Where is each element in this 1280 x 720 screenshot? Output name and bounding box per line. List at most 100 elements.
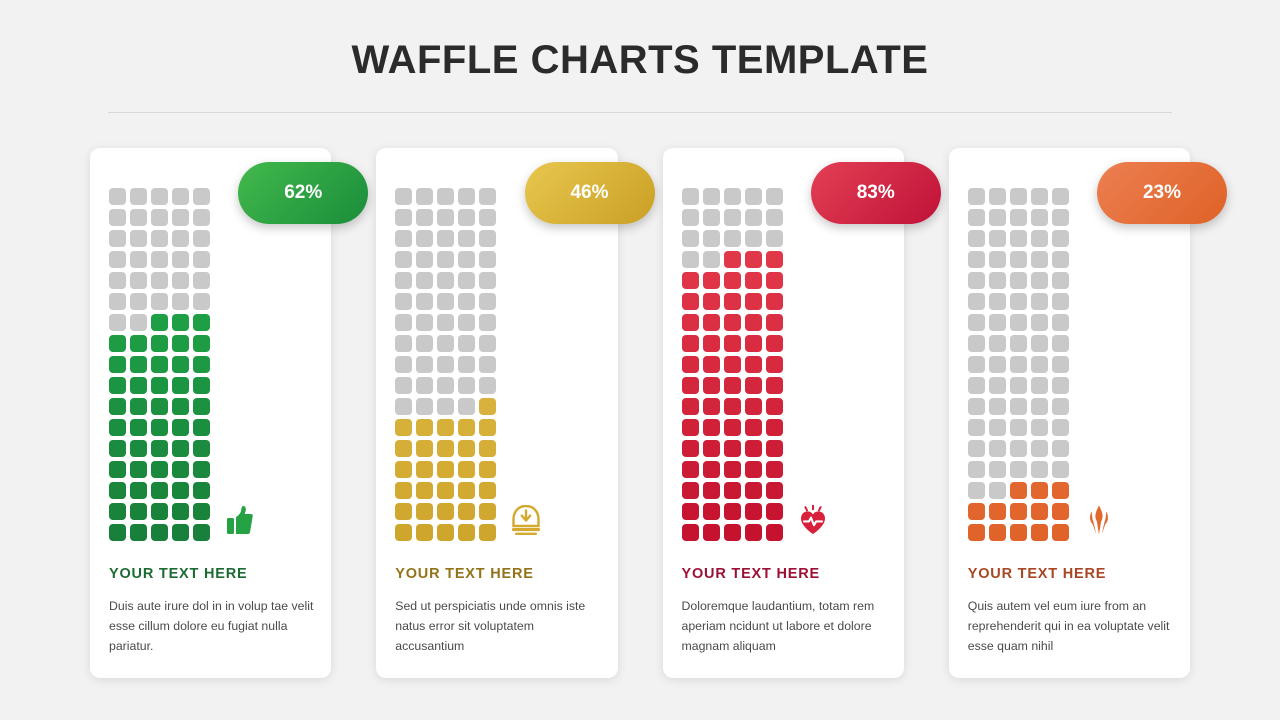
waffle-cell-empty	[395, 314, 413, 331]
flame-icon-wrapper	[1082, 501, 1116, 535]
waffle-cell-empty	[458, 356, 476, 373]
waffle-cell-filled	[744, 440, 762, 457]
waffle-cell-filled	[416, 482, 434, 499]
waffle-cell-filled	[395, 482, 413, 499]
waffle-cell-filled	[416, 524, 434, 541]
waffle-cell-filled	[702, 272, 720, 289]
waffle-cell-filled	[1030, 524, 1048, 541]
waffle-cell-empty	[702, 188, 720, 205]
waffle-cell-empty	[1051, 209, 1069, 226]
card-body-text: Quis autem vel eum iure from an reprehen…	[967, 599, 1170, 653]
heart-pulse-icon	[800, 505, 825, 534]
waffle-cell-empty	[988, 251, 1006, 268]
waffle-cell-empty	[1009, 251, 1027, 268]
waffle-cell-empty	[988, 377, 1006, 394]
waffle-cell-empty	[967, 419, 985, 436]
waffle-cell-empty	[1030, 314, 1048, 331]
waffle-cell-empty	[988, 230, 1006, 247]
waffle-cell-empty	[988, 335, 1006, 352]
waffle-cell-empty	[988, 398, 1006, 415]
waffle-cell-filled	[723, 398, 741, 415]
waffle-cell-empty	[967, 482, 985, 499]
waffle-cell-empty	[437, 188, 455, 205]
waffle-cell-empty	[702, 230, 720, 247]
percent-badge[interactable]: 62%	[238, 162, 369, 224]
waffle-cell-empty	[416, 335, 434, 352]
waffle-cell-filled	[988, 524, 1006, 541]
waffle-cell-filled	[109, 503, 126, 520]
waffle-cell-filled	[109, 524, 126, 541]
waffle-cell-empty	[967, 188, 985, 205]
waffle-cell-filled	[193, 356, 210, 373]
waffle-cell-empty	[130, 272, 147, 289]
waffle-cell-filled	[479, 524, 497, 541]
waffle-cell-empty	[130, 251, 147, 268]
waffle-cell-filled	[109, 335, 126, 352]
waffle-cell-empty	[437, 230, 455, 247]
waffle-cell-empty	[395, 251, 413, 268]
waffle-cell-filled	[109, 482, 126, 499]
waffle-cell-empty	[458, 251, 476, 268]
waffle-cell-empty	[416, 209, 434, 226]
waffle-cell-filled	[967, 524, 985, 541]
waffle-cell-filled	[130, 524, 147, 541]
waffle-cell-empty	[765, 230, 783, 247]
waffle-cell-empty	[1051, 272, 1069, 289]
waffle-cell-empty	[458, 272, 476, 289]
waffle-cell-empty	[1030, 419, 1048, 436]
waffle-cell-filled	[479, 440, 497, 457]
waffle-cell-filled	[395, 524, 413, 541]
waffle-cell-empty	[1051, 419, 1069, 436]
waffle-cell-filled	[744, 503, 762, 520]
waffle-cell-filled	[416, 440, 434, 457]
waffle-cell-filled	[458, 503, 476, 520]
waffle-cell-filled	[681, 398, 699, 415]
waffle-cell-empty	[437, 335, 455, 352]
waffle-cell-filled	[765, 440, 783, 457]
waffle-cell-filled	[193, 419, 210, 436]
waffle-cell-filled	[479, 503, 497, 520]
waffle-cell-empty	[967, 293, 985, 310]
waffle-cell-filled	[193, 461, 210, 478]
waffle-cell-empty	[416, 377, 434, 394]
inbox-download-icon	[512, 505, 541, 535]
waffle-cell-filled	[723, 482, 741, 499]
waffle-cell-filled	[130, 356, 147, 373]
waffle-cell-empty	[109, 230, 126, 247]
waffle-cell-filled	[765, 503, 783, 520]
inbox-download-icon-wrapper	[509, 501, 543, 535]
waffle-cell-empty	[988, 440, 1006, 457]
waffle-cell-empty	[1009, 356, 1027, 373]
waffle-cell-filled	[1030, 503, 1048, 520]
waffle-cell-empty	[1009, 230, 1027, 247]
waffle-cell-empty	[151, 251, 168, 268]
waffle-cell-filled	[172, 356, 189, 373]
waffle-cell-empty	[151, 272, 168, 289]
waffle-cell-empty	[193, 293, 210, 310]
waffle-cell-filled	[172, 335, 189, 352]
waffle-cell-filled	[1030, 482, 1048, 499]
waffle-cell-empty	[967, 461, 985, 478]
percent-badge[interactable]: 83%	[810, 162, 941, 224]
waffle-cell-empty	[437, 272, 455, 289]
waffle-cell-empty	[681, 251, 699, 268]
waffle-cell-empty	[458, 230, 476, 247]
waffle-cell-empty	[744, 230, 762, 247]
waffle-cell-filled	[702, 461, 720, 478]
waffle-cell-empty	[1030, 230, 1048, 247]
waffle-cell-filled	[458, 419, 476, 436]
thumbs-up-icon-wrapper	[223, 501, 257, 535]
waffle-cell-empty	[395, 209, 413, 226]
waffle-cell-filled	[723, 503, 741, 520]
waffle-cell-filled	[765, 419, 783, 436]
waffle-cell-filled	[479, 398, 497, 415]
waffle-cell-empty	[437, 293, 455, 310]
waffle-cell-filled	[681, 335, 699, 352]
waffle-cell-filled	[130, 503, 147, 520]
percent-badge[interactable]: 46%	[524, 162, 655, 224]
waffle-cell-filled	[151, 335, 168, 352]
waffle-cell-filled	[702, 503, 720, 520]
waffle-cell-empty	[681, 188, 699, 205]
percent-badge[interactable]: 23%	[1097, 162, 1227, 224]
waffle-cell-empty	[988, 356, 1006, 373]
